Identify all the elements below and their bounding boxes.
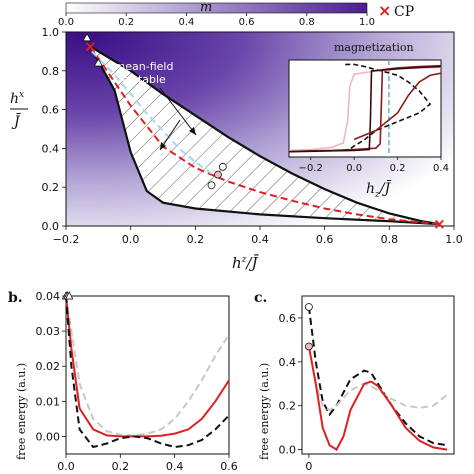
y-tick-label: 1.0 <box>42 26 60 39</box>
free-energy-curve <box>307 346 448 412</box>
svg-text:J̄: J̄ <box>11 112 22 130</box>
y-tick-label: 0.01 <box>36 395 61 408</box>
y-tick-label: 0.0 <box>279 444 297 457</box>
y-tick-label: 0.04 <box>36 290 61 303</box>
colorbar-label: m <box>200 0 212 15</box>
panel-c-ticks: 0 0.0 0.2 0.4 0.6 <box>279 312 313 473</box>
x-tick-label: 0.2 <box>187 233 205 246</box>
colorbar: m 0.0 0.2 0.4 0.6 0.8 1.0 <box>58 0 375 28</box>
colorbar-tick-label: 0.6 <box>239 17 255 28</box>
colorbar-tick-label: 0.0 <box>58 17 74 28</box>
panel-c-frame <box>301 295 455 455</box>
y-tick-label: 0.0 <box>42 220 60 233</box>
free-energy-curve <box>65 295 230 449</box>
panel-c-label: c. <box>254 290 267 306</box>
panel-c-ylabel: free energy (a.u.) <box>258 363 271 460</box>
svg-text:hx: hx <box>10 90 24 107</box>
circle-marker <box>207 181 216 190</box>
legend-cp-label: CP <box>394 4 414 20</box>
panel-b-ylabel: free energy (a.u.) <box>15 363 28 460</box>
y-tick-label: 0.8 <box>42 65 60 78</box>
magnetization-curve <box>289 65 441 153</box>
colorbar-tick-label: 0.8 <box>299 17 315 28</box>
circle-marker <box>305 342 313 351</box>
y-tick-label: 0.4 <box>42 142 60 155</box>
panel-b-label: b. <box>8 290 23 306</box>
y-tick-label: 0.6 <box>279 312 297 325</box>
x-tick-label: 0.4 <box>251 233 269 246</box>
inset: magnetization −0.2 0.0 0.2 0.4 hz/J̄ <box>288 41 449 200</box>
colorbar-tick-label: 1.0 <box>359 17 375 28</box>
panel-a-ylabel: hx J̄ <box>10 90 28 130</box>
free-energy-curve <box>65 295 230 438</box>
panel-a-plot <box>82 33 440 226</box>
x-tick-label: 0 <box>305 460 312 473</box>
triangle-marker <box>93 58 104 67</box>
panel-a: −0.2 0.0 0.2 0.4 0.6 0.8 1.00.00.20.40.60.81.0… <box>10 26 463 272</box>
free-energy-curve <box>307 306 448 447</box>
phase-line-dashed_red <box>89 45 440 226</box>
inset-plot <box>289 60 441 157</box>
circle-marker <box>218 162 227 171</box>
colorbar-tick-label: 0.4 <box>178 17 194 28</box>
phase-line-boundary_lower <box>89 45 440 226</box>
circle-marker <box>305 303 313 311</box>
y-tick-label: 0.4 <box>279 356 297 369</box>
y-tick-label: 0.03 <box>36 325 61 338</box>
magnetization-curve <box>353 72 441 141</box>
inset-frame <box>288 59 442 158</box>
panel-b-plot <box>61 291 230 449</box>
inset-title: magnetization <box>334 41 414 54</box>
x-tick-label: 0.0 <box>57 460 75 473</box>
panel-a-xlabel: hz/J̄ <box>232 254 259 272</box>
inset-x-tick-label: 0.4 <box>433 163 449 174</box>
colorbar-gradient <box>65 2 368 14</box>
y-tick-label: 0.2 <box>42 181 60 194</box>
colorbar-tick-label: 0.2 <box>118 17 134 28</box>
annotation-line2: bistable <box>122 73 166 86</box>
x-tick-label: 0.8 <box>381 233 399 246</box>
panel-c-plot <box>305 303 448 452</box>
panel-c: c. 0 0.0 0.2 0.4 0.6 free energy (a.u.) <box>254 290 455 473</box>
bistable-region-hatch <box>90 46 440 225</box>
phase-line-boundary_upper <box>89 45 440 226</box>
y-tick-label: 0.00 <box>36 430 61 443</box>
colorbar-ticks: 0.0 0.2 0.4 0.6 0.8 1.0 <box>58 13 375 28</box>
free-energy-curve <box>65 295 230 437</box>
magnetization-curve <box>343 63 432 152</box>
inset-ticks: −0.2 0.0 0.2 0.4 <box>299 157 449 174</box>
annotation-arrowhead-2 <box>160 142 166 150</box>
x-tick-label: 0.0 <box>122 233 140 246</box>
critical-point-marker: × <box>433 215 446 233</box>
inset-x-tick-label: −0.2 <box>299 163 323 174</box>
panel-b-ticks: 0.0 0.2 0.4 0.6 0.00 0.01 0.02 0.03 0.04 <box>36 290 238 473</box>
annotation-line1: mean-field <box>115 60 174 73</box>
y-tick-label: 0.6 <box>42 104 60 117</box>
x-tick-label: 1.0 <box>445 233 463 246</box>
triangle-marker <box>82 33 92 42</box>
y-tick-label: 0.02 <box>36 360 61 373</box>
inset-x-tick-label: 0.0 <box>346 163 362 174</box>
inset-x-tick-label: 0.2 <box>390 163 406 174</box>
x-tick-label: 0.2 <box>112 460 130 473</box>
critical-point-marker: × <box>84 38 97 56</box>
phase-line-dashed_light_blue <box>91 50 213 175</box>
x-tick-label: 0.4 <box>166 460 184 473</box>
x-tick-label: −0.2 <box>53 233 80 246</box>
free-energy-curve <box>307 346 448 452</box>
y-tick-label: 0.2 <box>279 400 297 413</box>
legend: × CP <box>378 1 414 20</box>
legend-cp-marker: × <box>378 1 391 20</box>
x-tick-label: 0.6 <box>220 460 238 473</box>
inset-xlabel: hz/J̄ <box>366 179 392 200</box>
annotation-arrowhead-1 <box>189 127 196 135</box>
triangle-marker <box>65 291 74 300</box>
panel-a-ticks: −0.2 0.0 0.2 0.4 0.6 0.8 1.00.00.20.40.60.81.0 <box>42 26 463 246</box>
panel-b: b. 0.0 0.2 0.4 0.6 0.00 0.01 0.02 0.03 0.04 free… <box>8 290 238 473</box>
x-tick-label: 0.6 <box>316 233 334 246</box>
annotation-arrow-1 <box>159 87 197 136</box>
circle-marker <box>214 170 222 179</box>
